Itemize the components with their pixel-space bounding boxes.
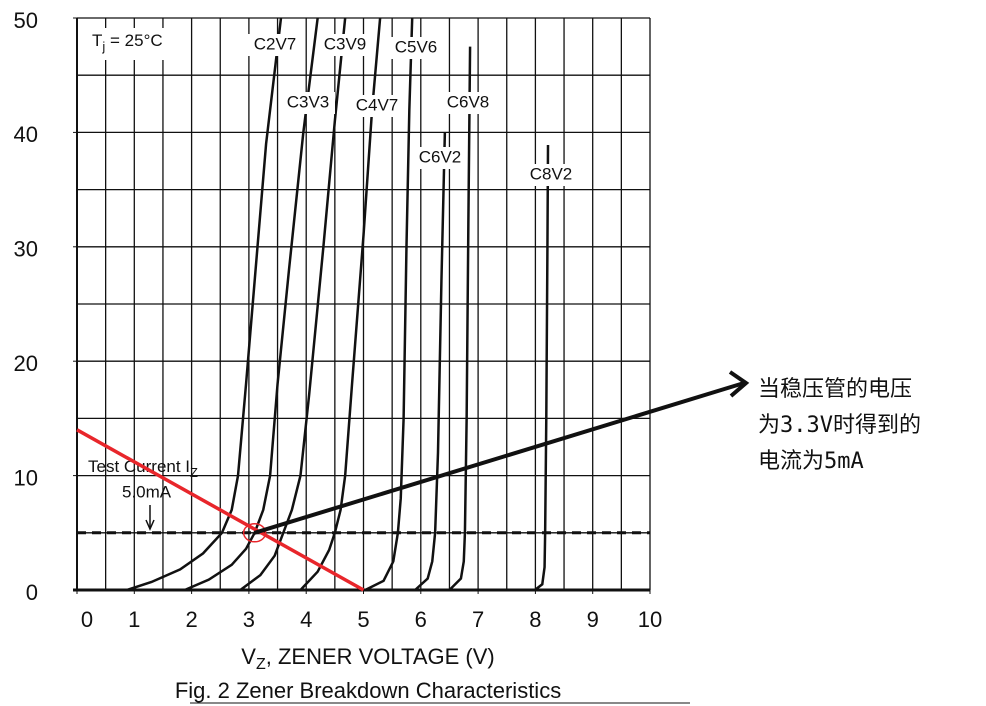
- x-axis-label: VZ, ZENER VOLTAGE (V): [241, 644, 494, 673]
- curve-label: C8V2: [530, 164, 573, 183]
- xlabel-sub: Z: [256, 656, 266, 673]
- curve-label: C6V8: [447, 92, 490, 111]
- caption: Fig. 2 Zener Breakdown Characteristics: [175, 678, 561, 703]
- x-tick-label: 8: [529, 607, 541, 632]
- y-tick-label: 50: [14, 8, 38, 33]
- test-current-sub: Z: [190, 465, 198, 480]
- tj-label: Tj = 25°C: [92, 31, 163, 54]
- curve: [126, 17, 283, 592]
- curve-label-bg: [389, 37, 443, 59]
- x-tick-label: 10: [638, 607, 662, 632]
- load-line: [76, 428, 365, 592]
- tj-box: [84, 28, 182, 60]
- curve-label: C2V7: [254, 34, 297, 53]
- curve: [448, 46, 472, 591]
- x-tick-label: 4: [300, 607, 312, 632]
- curve: [534, 144, 550, 591]
- x-tick-label: 5: [357, 607, 369, 632]
- note-line: 当稳压管的电压: [758, 377, 912, 402]
- x-tick-label: 6: [415, 607, 427, 632]
- y-tick-label: 10: [14, 465, 38, 490]
- curve-label: C6V2: [419, 147, 462, 166]
- tj-sub: j: [101, 39, 105, 54]
- x-tick-label: 3: [243, 607, 255, 632]
- plot: [77, 17, 650, 592]
- note-line: 电流为5mA: [758, 449, 864, 474]
- x-tick-label: 9: [587, 607, 599, 632]
- curve-label-bg: [413, 147, 467, 169]
- curve: [414, 132, 447, 591]
- y-tick-label: 0: [26, 580, 38, 605]
- test-current-label: Test Current IZ: [88, 457, 198, 480]
- x-tick-label: 2: [185, 607, 197, 632]
- curve-label-bg: [318, 34, 372, 56]
- curve: [239, 17, 347, 592]
- xlabel-main: V: [241, 644, 256, 669]
- curve-label-bg: [524, 164, 578, 186]
- note-line: 为3.3V时得到的: [758, 413, 921, 438]
- curve: [364, 17, 414, 592]
- y-tick-label: 20: [14, 351, 38, 376]
- curve-label-bg: [248, 34, 302, 56]
- operating-point: [242, 523, 267, 543]
- y-tick-label: 30: [14, 237, 38, 262]
- test-current-main: Test Current I: [88, 457, 190, 476]
- y-tick-label: 40: [14, 122, 38, 147]
- tj-main: T: [92, 31, 102, 50]
- curve-label: C5V6: [395, 37, 438, 56]
- curve-label-bg: [281, 92, 335, 114]
- curve-label: C3V3: [287, 92, 330, 111]
- x-tick-label: 1: [128, 607, 140, 632]
- curve-label: C3V9: [324, 34, 367, 53]
- curve-label: C4V7: [356, 95, 399, 114]
- test-current-value: 5.0mA: [122, 482, 172, 501]
- callout-arrow: [254, 381, 745, 535]
- tj-rest: = 25°C: [105, 31, 162, 50]
- test-current-arrowhead: [145, 519, 155, 531]
- curve-label-bg: [441, 92, 495, 114]
- xlabel-rest: , ZENER VOLTAGE (V): [266, 644, 495, 669]
- curve-label-bg: [350, 95, 404, 117]
- curve: [299, 17, 382, 591]
- x-tick-label: 7: [472, 607, 484, 632]
- curve: [184, 17, 319, 592]
- callout-arrowhead: [728, 370, 750, 398]
- x-tick-label: 0: [81, 607, 93, 632]
